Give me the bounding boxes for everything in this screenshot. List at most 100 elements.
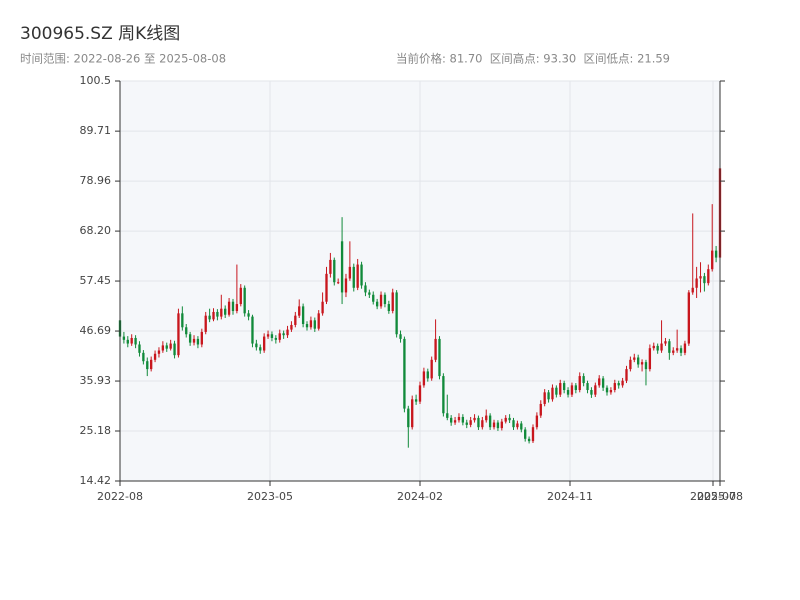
candle-body: [270, 334, 274, 338]
x-tick-label: 2025-07: [690, 490, 736, 503]
candle-body: [422, 371, 426, 386]
candle-body: [675, 348, 679, 351]
candle-body: [672, 350, 675, 353]
candle-body: [687, 292, 690, 344]
candle-body: [142, 352, 145, 362]
candle-body: [457, 416, 461, 421]
candle-body: [481, 420, 484, 428]
candle-body: [364, 285, 367, 293]
candle-body: [640, 362, 644, 365]
candle-body: [637, 357, 640, 365]
candle-body: [707, 269, 710, 284]
candle-body: [531, 427, 535, 442]
candle-body: [668, 341, 671, 353]
candle-body: [204, 315, 207, 332]
candle-body: [562, 383, 566, 391]
candle-body: [473, 417, 476, 421]
candle-body: [403, 338, 406, 409]
y-tick-label: 14.42: [80, 474, 112, 487]
candle-body: [418, 385, 422, 402]
candle-body: [247, 313, 250, 317]
candle-body: [251, 316, 254, 344]
candle-body: [411, 399, 414, 428]
candle-body: [243, 287, 246, 314]
candle-body: [313, 320, 316, 329]
candle-body: [492, 422, 496, 428]
chart-title: 300965.SZ 周K线图: [20, 24, 180, 44]
candle-body: [652, 345, 655, 349]
candle-body: [173, 343, 176, 356]
candle-body: [714, 250, 718, 258]
candle-body: [691, 287, 694, 293]
candle-body: [255, 343, 258, 348]
candle-body: [683, 343, 687, 353]
candle-body: [235, 304, 239, 312]
candle-body: [301, 306, 305, 325]
candle-body: [660, 343, 663, 351]
candle-body: [329, 259, 332, 274]
candle-body: [477, 417, 480, 428]
candle-body: [590, 390, 593, 395]
x-tick-label: 2023-05: [247, 490, 293, 503]
candle-body: [266, 334, 270, 337]
price-summary: 当前价格: 81.70 区间高点: 93.30 区间低点: 21.59: [396, 52, 670, 66]
candle-body: [282, 333, 285, 336]
candle-body: [543, 392, 546, 404]
candle-body: [239, 287, 242, 305]
candle-body: [138, 344, 141, 353]
candle-body: [153, 353, 157, 360]
candle-body: [177, 313, 180, 356]
candle-body: [520, 423, 523, 430]
candle-body: [617, 383, 620, 386]
candle-body: [150, 359, 153, 370]
y-tick-label: 57.45: [80, 274, 112, 287]
candle-body: [453, 420, 457, 423]
candle-body: [586, 383, 589, 391]
candle-body: [356, 264, 359, 288]
candle-body: [524, 429, 527, 439]
candle-body: [294, 315, 297, 325]
candle-body: [446, 413, 449, 418]
candle-body: [337, 282, 340, 284]
candle-body: [469, 420, 472, 425]
y-tick-label: 46.69: [80, 324, 112, 337]
candle-body: [309, 320, 313, 328]
candle-body: [438, 338, 441, 377]
candle-body: [496, 422, 500, 429]
candle-body: [286, 329, 289, 336]
candle-body: [699, 276, 702, 279]
candle-body: [625, 369, 628, 381]
candle-body: [656, 345, 659, 351]
candle-body: [703, 276, 706, 284]
candle-body: [360, 264, 363, 286]
candle-body: [508, 417, 511, 421]
candle-body: [161, 345, 165, 351]
candle-body: [430, 359, 433, 379]
y-tick-label: 25.18: [80, 424, 112, 437]
candle-body: [274, 337, 278, 340]
candle-body: [185, 327, 188, 335]
y-tick-label: 35.93: [80, 374, 112, 387]
candle-body: [352, 266, 355, 288]
candle-body: [621, 380, 624, 386]
candle-body: [500, 421, 503, 429]
candle-body: [566, 390, 570, 395]
candle-body: [633, 357, 636, 360]
candle-body: [512, 420, 515, 428]
candle-body: [664, 341, 667, 344]
candle-body: [157, 350, 161, 354]
candle-body: [387, 304, 390, 312]
candle-body: [188, 334, 192, 343]
candle-body: [711, 250, 714, 270]
y-tick-label: 89.71: [80, 124, 112, 137]
candle-body: [220, 308, 223, 317]
x-tick-label: 2024-11: [547, 490, 593, 503]
candle-body: [165, 345, 168, 349]
candle-body: [547, 392, 550, 400]
candle-body: [227, 301, 231, 315]
candle-body: [169, 343, 172, 349]
candle-body: [426, 371, 429, 379]
candle-body: [605, 387, 609, 393]
